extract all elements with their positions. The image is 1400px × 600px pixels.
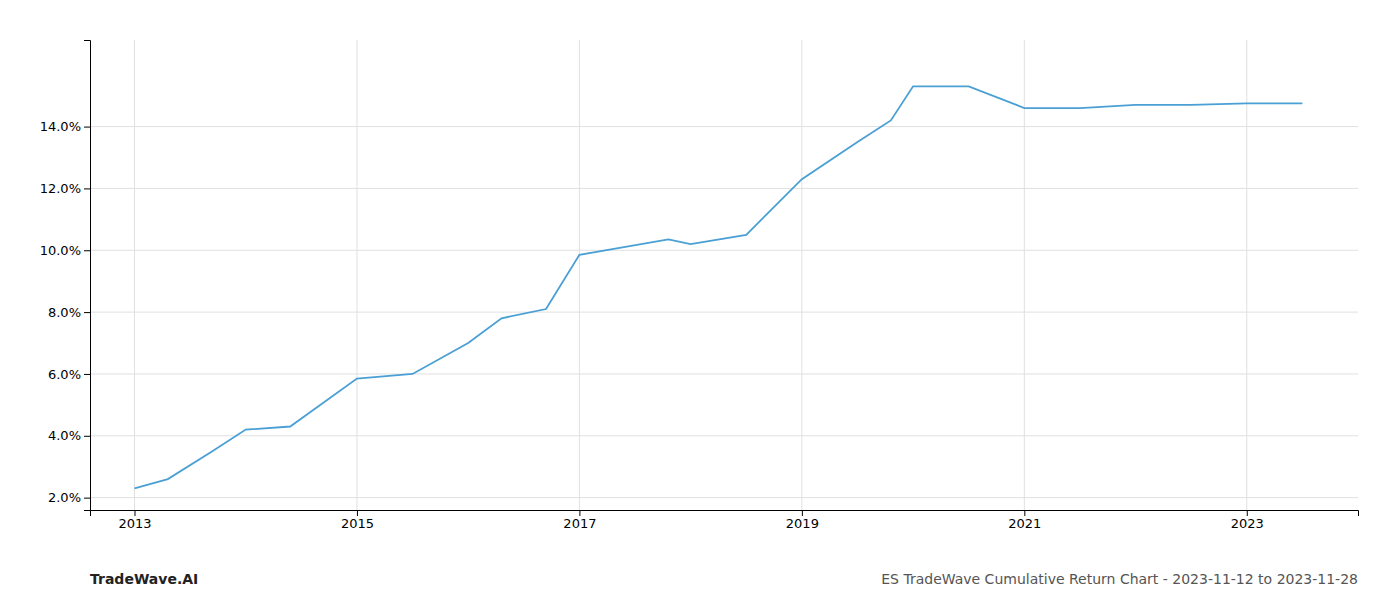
grid-line xyxy=(1246,40,1247,510)
tick: 2.0% xyxy=(48,490,90,505)
tick-mark xyxy=(134,510,135,516)
tick-mark xyxy=(84,374,90,375)
tick: 2015 xyxy=(341,510,374,531)
tick-label: 2.0% xyxy=(48,490,81,505)
tick-mark xyxy=(84,127,90,128)
grid-line xyxy=(90,435,1358,436)
tick: 8.0% xyxy=(48,305,90,320)
tick-label: 8.0% xyxy=(48,305,81,320)
tick-label: 2019 xyxy=(786,516,819,531)
plot-area: 2013 2015 2017 2019 2021 2023 2.0% 4.0% 6.0% 8.0%… xyxy=(40,40,1359,531)
tick-mark xyxy=(84,436,90,437)
tick: 4.0% xyxy=(48,428,90,443)
marks xyxy=(134,86,1302,488)
grid-line xyxy=(90,250,1358,251)
tick-mark xyxy=(84,188,90,189)
grid xyxy=(90,40,1358,510)
x-axis: 2013 2015 2017 2019 2021 2023 xyxy=(91,510,1359,531)
grid-line xyxy=(90,373,1358,374)
tick-mark xyxy=(1247,510,1248,516)
grid-line xyxy=(90,126,1358,127)
grid-line xyxy=(1024,40,1025,510)
grid-line xyxy=(134,40,135,510)
tick-mark xyxy=(84,250,90,251)
tick: 2023 xyxy=(1231,510,1264,531)
tick-label: 14.0% xyxy=(40,119,81,134)
footer-right: ES TradeWave Cumulative Return Chart - 2… xyxy=(881,571,1358,587)
grid-line xyxy=(90,312,1358,313)
tick: 12.0% xyxy=(40,181,90,196)
tick-label: 2015 xyxy=(341,516,374,531)
chart: 2013 2015 2017 2019 2021 2023 2.0% 4.0% 6.0% 8.0%… xyxy=(0,0,1400,600)
tick-label: 12.0% xyxy=(40,181,81,196)
tick-mark xyxy=(84,312,90,313)
axis-line xyxy=(84,41,91,511)
grid-line xyxy=(801,40,802,510)
grid-line xyxy=(356,40,357,510)
tick-label: 2021 xyxy=(1008,516,1041,531)
tick-mark xyxy=(802,510,803,516)
grid-line xyxy=(579,40,580,510)
tick-mark xyxy=(579,510,580,516)
footer-left: TradeWave.AI xyxy=(90,571,198,587)
y-axis: 2.0% 4.0% 6.0% 8.0% 10.0% 12.0% 14.0% xyxy=(40,41,91,511)
tick: 2021 xyxy=(1008,510,1041,531)
tick-label: 6.0% xyxy=(48,367,81,382)
axis-line xyxy=(91,511,1359,517)
tick-mark xyxy=(84,498,90,499)
tick: 10.0% xyxy=(40,243,90,258)
tick-label: 2023 xyxy=(1231,516,1264,531)
tick-label: 2013 xyxy=(118,516,151,531)
tick: 14.0% xyxy=(40,119,90,134)
tick-label: 2017 xyxy=(563,516,596,531)
tick-label: 10.0% xyxy=(40,243,81,258)
tick: 2013 xyxy=(118,510,151,531)
tick: 6.0% xyxy=(48,367,90,382)
tick-mark xyxy=(1024,510,1025,516)
line xyxy=(134,86,1302,488)
tick: 2019 xyxy=(786,510,819,531)
footer: TradeWave.AI ES TradeWave Cumulative Retu… xyxy=(90,571,1358,587)
tick-mark xyxy=(357,510,358,516)
tick: 2017 xyxy=(563,510,596,531)
grid-line xyxy=(90,497,1358,498)
tick-label: 4.0% xyxy=(48,428,81,443)
grid-line xyxy=(90,188,1358,189)
